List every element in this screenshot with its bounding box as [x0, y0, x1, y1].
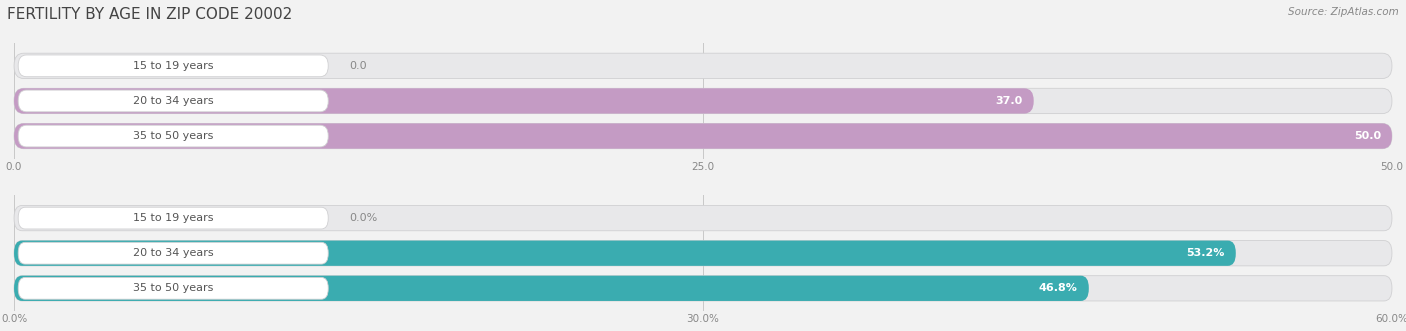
FancyBboxPatch shape: [14, 276, 1088, 301]
FancyBboxPatch shape: [14, 241, 1392, 266]
FancyBboxPatch shape: [18, 125, 328, 147]
FancyBboxPatch shape: [14, 123, 1392, 149]
FancyBboxPatch shape: [14, 276, 1392, 301]
FancyBboxPatch shape: [14, 241, 1236, 266]
FancyBboxPatch shape: [18, 277, 328, 299]
FancyBboxPatch shape: [14, 53, 1392, 78]
FancyBboxPatch shape: [14, 88, 1033, 114]
Text: FERTILITY BY AGE IN ZIP CODE 20002: FERTILITY BY AGE IN ZIP CODE 20002: [7, 7, 292, 22]
FancyBboxPatch shape: [18, 207, 328, 229]
Text: 20 to 34 years: 20 to 34 years: [134, 248, 214, 258]
Text: Source: ZipAtlas.com: Source: ZipAtlas.com: [1288, 7, 1399, 17]
Text: 20 to 34 years: 20 to 34 years: [134, 96, 214, 106]
Text: 37.0: 37.0: [995, 96, 1022, 106]
Text: 46.8%: 46.8%: [1039, 283, 1078, 293]
Text: 0.0%: 0.0%: [349, 213, 377, 223]
FancyBboxPatch shape: [14, 123, 1392, 149]
Text: 35 to 50 years: 35 to 50 years: [134, 283, 214, 293]
Text: 50.0: 50.0: [1354, 131, 1381, 141]
Text: 0.0: 0.0: [349, 61, 367, 71]
Text: 53.2%: 53.2%: [1187, 248, 1225, 258]
FancyBboxPatch shape: [14, 88, 1392, 114]
Text: 15 to 19 years: 15 to 19 years: [134, 213, 214, 223]
FancyBboxPatch shape: [18, 90, 328, 112]
Text: 15 to 19 years: 15 to 19 years: [134, 61, 214, 71]
FancyBboxPatch shape: [18, 242, 328, 264]
FancyBboxPatch shape: [14, 206, 1392, 231]
FancyBboxPatch shape: [18, 55, 328, 77]
Text: 35 to 50 years: 35 to 50 years: [134, 131, 214, 141]
